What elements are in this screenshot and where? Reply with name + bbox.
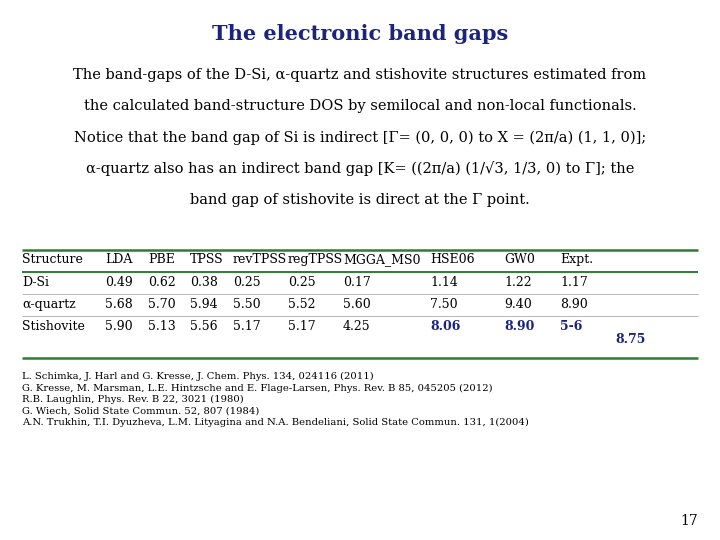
Text: 0.25: 0.25 (288, 276, 315, 289)
Text: 5.50: 5.50 (233, 298, 261, 311)
Text: 0.17: 0.17 (343, 276, 371, 289)
Text: α-quartz also has an indirect band gap [K= ((2π/a) (1/√3, 1/3, 0) to Γ]; the: α-quartz also has an indirect band gap [… (86, 161, 634, 177)
Text: 5.60: 5.60 (343, 298, 371, 311)
Text: band gap of stishovite is direct at the Γ point.: band gap of stishovite is direct at the … (190, 193, 530, 207)
Text: G. Kresse, M. Marsman, L.E. Hintzsche and E. Flage-Larsen, Phys. Rev. B 85, 0452: G. Kresse, M. Marsman, L.E. Hintzsche an… (22, 383, 492, 393)
Text: 1.17: 1.17 (560, 276, 588, 289)
Text: R.B. Laughlin, Phys. Rev. B 22, 3021 (1980): R.B. Laughlin, Phys. Rev. B 22, 3021 (19… (22, 395, 244, 404)
Text: 1.22: 1.22 (504, 276, 531, 289)
Text: 8.75: 8.75 (615, 333, 645, 346)
Text: 0.49: 0.49 (105, 276, 132, 289)
Text: 5.56: 5.56 (190, 320, 217, 333)
Text: 0.62: 0.62 (148, 276, 176, 289)
Text: 8.90: 8.90 (560, 298, 588, 311)
Text: 1.14: 1.14 (430, 276, 458, 289)
Text: 0.38: 0.38 (190, 276, 218, 289)
Text: PBE: PBE (148, 253, 175, 266)
Text: Expt.: Expt. (560, 253, 593, 266)
Text: 5-6: 5-6 (560, 320, 582, 333)
Text: 17: 17 (680, 514, 698, 528)
Text: HSE06: HSE06 (430, 253, 474, 266)
Text: 5.17: 5.17 (233, 320, 261, 333)
Text: regTPSS: regTPSS (288, 253, 343, 266)
Text: 4.25: 4.25 (343, 320, 371, 333)
Text: LDA: LDA (105, 253, 132, 266)
Text: 5.68: 5.68 (105, 298, 132, 311)
Text: D-Si: D-Si (22, 276, 49, 289)
Text: TPSS: TPSS (190, 253, 224, 266)
Text: Stishovite: Stishovite (22, 320, 85, 333)
Text: L. Schimka, J. Harl and G. Kresse, J. Chem. Phys. 134, 024116 (2011): L. Schimka, J. Harl and G. Kresse, J. Ch… (22, 372, 374, 381)
Text: GW0: GW0 (504, 253, 535, 266)
Text: 5.94: 5.94 (190, 298, 217, 311)
Text: revTPSS: revTPSS (233, 253, 287, 266)
Text: The band-gaps of the D-Si, α-quartz and stishovite structures estimated from: The band-gaps of the D-Si, α-quartz and … (73, 68, 647, 82)
Text: 0.25: 0.25 (233, 276, 261, 289)
Text: A.N. Trukhin, T.I. Dyuzheva, L.M. Lityagina and N.A. Bendeliani, Solid State Com: A.N. Trukhin, T.I. Dyuzheva, L.M. Lityag… (22, 418, 529, 427)
Text: 5.17: 5.17 (288, 320, 315, 333)
Text: Notice that the band gap of Si is indirect [Γ= (0, 0, 0) to X = (2π/a) (1, 1, 0): Notice that the band gap of Si is indire… (74, 130, 646, 145)
Text: 5.90: 5.90 (105, 320, 132, 333)
Text: The electronic band gaps: The electronic band gaps (212, 24, 508, 44)
Text: α-quartz: α-quartz (22, 298, 76, 311)
Text: G. Wiech, Solid State Commun. 52, 807 (1984): G. Wiech, Solid State Commun. 52, 807 (1… (22, 407, 259, 415)
Text: 9.40: 9.40 (504, 298, 532, 311)
Text: Structure: Structure (22, 253, 83, 266)
Text: 5.13: 5.13 (148, 320, 176, 333)
Text: 5.70: 5.70 (148, 298, 176, 311)
Text: 8.06: 8.06 (430, 320, 460, 333)
Text: 8.90: 8.90 (504, 320, 534, 333)
Text: MGGA_MS0: MGGA_MS0 (343, 253, 420, 266)
Text: 7.50: 7.50 (430, 298, 458, 311)
Text: the calculated band-structure DOS by semilocal and non-local functionals.: the calculated band-structure DOS by sem… (84, 99, 636, 113)
Text: 5.52: 5.52 (288, 298, 315, 311)
